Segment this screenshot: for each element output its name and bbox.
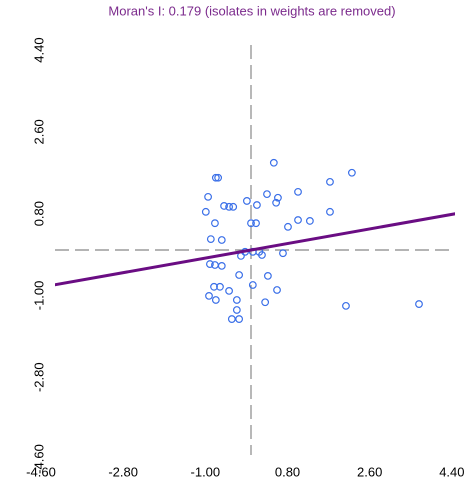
data-point — [201, 207, 210, 216]
data-point — [206, 260, 214, 268]
y-tick-label: 0.80 — [31, 201, 46, 226]
data-point — [347, 168, 356, 177]
data-point — [247, 219, 255, 228]
data-point — [253, 201, 261, 209]
data-point — [225, 286, 233, 295]
data-point — [242, 197, 251, 205]
x-tick-label: -2.80 — [108, 464, 138, 479]
data-point — [415, 300, 423, 308]
data-point — [225, 202, 233, 211]
x-tick-label: 2.60 — [357, 464, 382, 479]
data-point — [211, 296, 220, 304]
data-point — [229, 202, 238, 211]
data-point — [205, 291, 213, 300]
x-tick-label: 0.80 — [275, 464, 300, 479]
y-tick-label: 2.60 — [31, 119, 46, 144]
plot-layer — [55, 45, 455, 455]
data-point — [279, 249, 287, 258]
data-point — [214, 173, 223, 182]
x-tick-label: 4.40 — [439, 464, 464, 479]
chart-title: Moran's I: 0.179 (isolates in weights ar… — [108, 3, 395, 18]
data-point — [204, 192, 212, 201]
data-point — [294, 216, 302, 224]
data-point — [342, 301, 350, 310]
x-tick-label: -4.60 — [26, 464, 56, 479]
y-tick-label: -4.60 — [31, 444, 46, 474]
data-point — [227, 315, 236, 323]
y-tick-label: -1.00 — [31, 281, 46, 311]
data-point — [217, 262, 226, 270]
data-point — [263, 190, 271, 199]
data-point — [261, 298, 270, 307]
data-point — [326, 177, 334, 186]
data-point — [217, 236, 226, 244]
data-point — [252, 219, 260, 228]
data-point — [258, 251, 266, 259]
data-point — [211, 219, 219, 228]
data-point — [211, 173, 220, 182]
data-point — [216, 282, 224, 291]
y-tick-label: -2.80 — [31, 362, 46, 392]
data-point — [269, 158, 278, 167]
data-point — [232, 296, 241, 304]
data-point — [220, 202, 228, 210]
data-point — [284, 222, 292, 231]
data-point — [294, 187, 302, 196]
data-point — [210, 282, 218, 291]
data-point — [235, 315, 244, 323]
data-point — [274, 193, 282, 202]
data-point — [263, 271, 272, 280]
data-point — [232, 306, 241, 314]
data-point — [305, 217, 314, 225]
data-point — [272, 198, 281, 207]
x-tick-label: -1.00 — [191, 464, 221, 479]
data-point — [206, 235, 215, 243]
data-point — [248, 281, 257, 289]
y-tick-label: 4.40 — [31, 37, 46, 62]
data-point — [273, 286, 281, 294]
data-point — [326, 207, 334, 216]
data-point — [235, 271, 244, 279]
regression-line — [55, 212, 455, 287]
